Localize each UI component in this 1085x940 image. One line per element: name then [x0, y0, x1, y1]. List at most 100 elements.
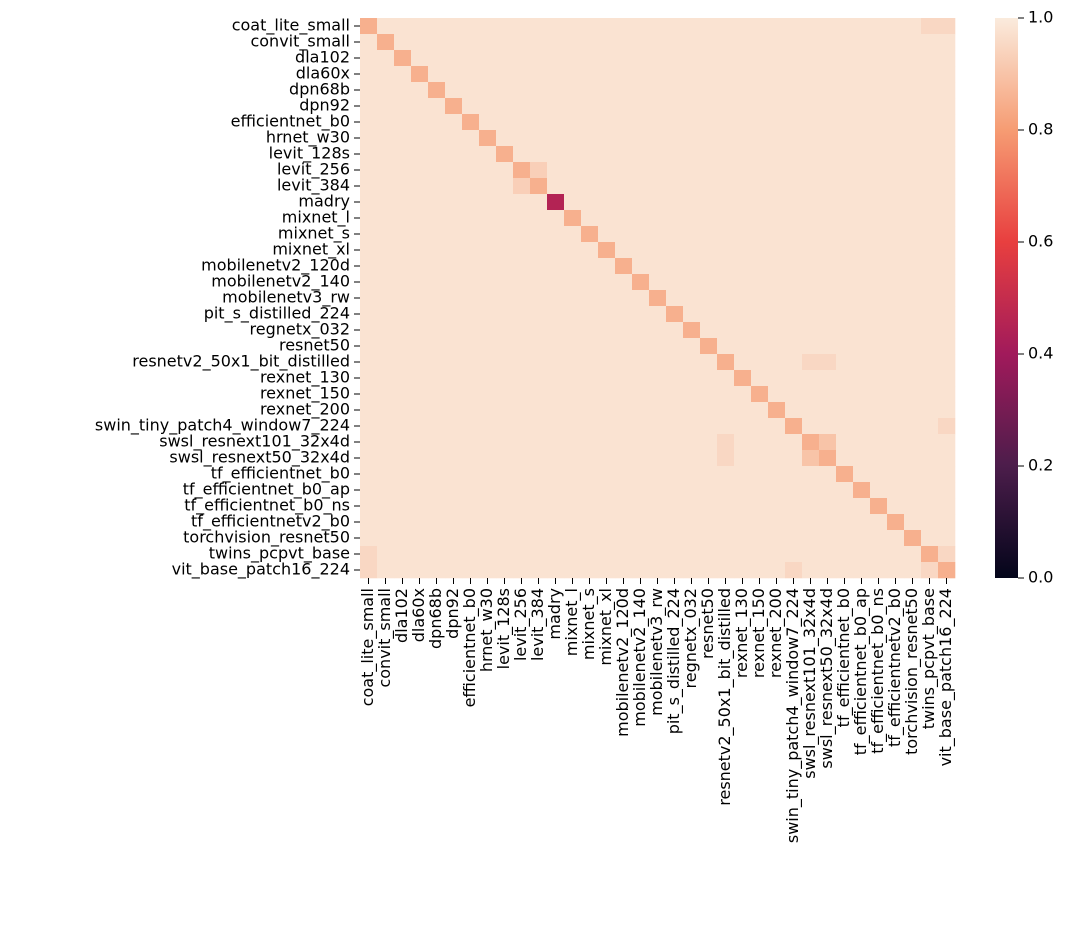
heat-cell: [411, 498, 429, 515]
heat-cell: [819, 146, 837, 163]
heat-cell: [615, 66, 633, 83]
heat-cell: [751, 274, 769, 291]
heat-cell: [904, 18, 922, 35]
heat-cell: [870, 466, 888, 483]
heat-cell: [496, 18, 514, 35]
heat-cell: [445, 98, 463, 115]
heat-cell: [666, 498, 684, 515]
heat-cell: [598, 98, 616, 115]
heat-cell: [938, 130, 956, 147]
heat-cell: [802, 322, 820, 339]
heat-cell: [428, 354, 446, 371]
heat-cell: [853, 82, 871, 99]
heat-cell: [700, 194, 718, 211]
heat-cell: [785, 434, 803, 451]
heat-cell: [547, 18, 565, 35]
heat-cell: [615, 466, 633, 483]
heat-cell: [445, 114, 463, 131]
heat-cell: [445, 386, 463, 403]
heat-cell: [785, 162, 803, 179]
heat-cell: [581, 258, 599, 275]
heat-cell: [904, 482, 922, 499]
heat-cell: [564, 210, 582, 227]
heat-cell: [904, 226, 922, 243]
heat-cell: [394, 146, 412, 163]
heat-cell: [428, 50, 446, 67]
heat-cell: [666, 386, 684, 403]
heat-cell: [394, 354, 412, 371]
heat-cell: [462, 322, 480, 339]
heat-cell: [853, 130, 871, 147]
heat-cell: [496, 178, 514, 195]
heat-cell: [870, 482, 888, 499]
heat-cell: [581, 370, 599, 387]
heat-cell: [666, 274, 684, 291]
heat-cell: [870, 274, 888, 291]
heat-cell: [411, 210, 429, 227]
heat-cell: [564, 322, 582, 339]
colorbar-tick-label: 0.4: [1028, 344, 1053, 363]
heat-cell: [683, 370, 701, 387]
heat-cell: [802, 210, 820, 227]
heat-cell: [700, 18, 718, 35]
heat-cell: [394, 466, 412, 483]
heat-cell: [836, 82, 854, 99]
heat-cell: [445, 418, 463, 435]
heat-cell: [921, 50, 939, 67]
y-tick-label: swsl_resnext101_32x4d: [159, 432, 350, 452]
heat-cell: [700, 482, 718, 499]
heat-cell: [717, 546, 735, 563]
heat-cell: [887, 82, 905, 99]
heat-cell: [887, 98, 905, 115]
heat-cell: [700, 354, 718, 371]
heat-cell: [428, 290, 446, 307]
heat-cell: [802, 226, 820, 243]
heat-cell: [785, 178, 803, 195]
heat-cell: [649, 146, 667, 163]
heat-cell: [768, 530, 786, 547]
heat-cell: [836, 402, 854, 419]
heat-cell: [598, 50, 616, 67]
heat-cell: [496, 146, 514, 163]
heat-cell: [428, 82, 446, 99]
heat-cell: [700, 322, 718, 339]
heat-cell: [938, 338, 956, 355]
heat-cell: [921, 226, 939, 243]
heat-cell: [802, 258, 820, 275]
heat-cell: [700, 450, 718, 467]
heat-cell: [717, 130, 735, 147]
heat-cell: [734, 242, 752, 259]
heat-cell: [496, 162, 514, 179]
heat-cell: [904, 514, 922, 531]
heat-cell: [853, 194, 871, 211]
heat-cell: [870, 82, 888, 99]
heat-cell: [394, 50, 412, 67]
heat-cell: [921, 66, 939, 83]
heat-cell: [921, 274, 939, 291]
heat-cell: [683, 450, 701, 467]
x-tick-label: tf_efficientnet_b0: [834, 588, 854, 727]
heat-cell: [564, 162, 582, 179]
heat-cell: [666, 66, 684, 83]
heat-cell: [853, 402, 871, 419]
heat-cell: [377, 322, 395, 339]
heat-cell: [547, 130, 565, 147]
heat-cell: [564, 434, 582, 451]
heat-cell: [479, 386, 497, 403]
heat-cell: [921, 258, 939, 275]
heat-cell: [802, 162, 820, 179]
heat-cell: [819, 258, 837, 275]
heat-cell: [734, 498, 752, 515]
heat-cell: [904, 402, 922, 419]
heat-cell: [411, 114, 429, 131]
heat-cell: [904, 546, 922, 563]
heat-cell: [785, 290, 803, 307]
heat-cell: [938, 162, 956, 179]
heat-cell: [921, 466, 939, 483]
heat-cell: [734, 98, 752, 115]
heat-cell: [547, 306, 565, 323]
heat-cell: [360, 162, 378, 179]
heat-cell: [513, 130, 531, 147]
heat-cell: [819, 178, 837, 195]
heat-cell: [904, 34, 922, 51]
